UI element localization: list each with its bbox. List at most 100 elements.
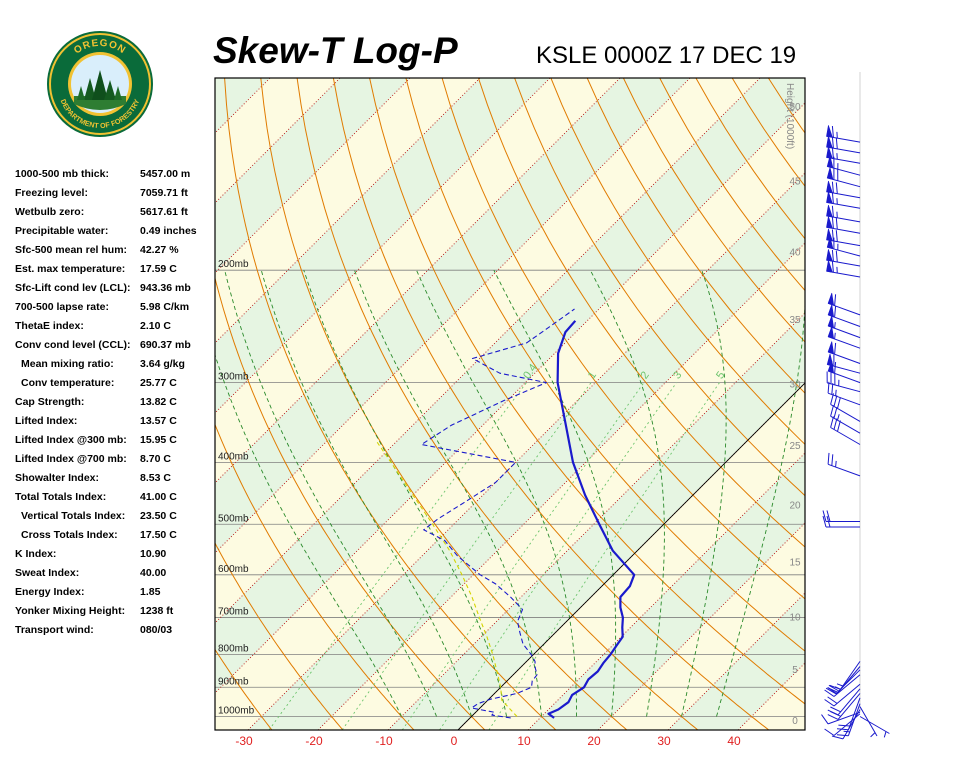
wind-barb: [826, 260, 861, 278]
isotherm-line: [527, 452, 805, 730]
wind-barb-staff: [830, 393, 861, 422]
index-row: Conv temperature: 25.77 C: [15, 377, 215, 396]
dry-adiabat: [514, 78, 805, 497]
x-tick-label: 0: [451, 734, 458, 748]
index-value: 8.70 C: [140, 453, 171, 465]
wind-barb-staff: [826, 371, 861, 393]
pressure-label: 300mb: [218, 372, 249, 383]
dry-adiabat: [622, 78, 805, 343]
wind-barb-pennant: [827, 292, 835, 306]
index-row: Sweat Index: 40.00: [15, 567, 215, 586]
wind-barb-pennant: [827, 360, 835, 374]
height-axis-label: Height (1000ft): [784, 83, 795, 149]
index-row: Cross Totals Index: 17.50 C: [15, 529, 215, 548]
index-row: Lifted Index: 13.57 C: [15, 415, 215, 434]
isotherm-band: [215, 78, 550, 413]
index-value: 2.10 C: [140, 320, 171, 332]
mixing-ratio-label: 3: [671, 369, 684, 381]
height-tick-label: 0: [792, 716, 798, 727]
isotherm-line: [597, 522, 805, 730]
isotherm-line: [215, 78, 691, 554]
index-value: 10.90: [140, 548, 167, 560]
parcel-line: [375, 440, 518, 717]
index-label: Showalter Index:: [15, 472, 100, 484]
pressure-label: 800mb: [218, 644, 249, 655]
pressure-label: 900mb: [218, 676, 249, 687]
wind-barb-staff: [859, 716, 890, 738]
wind-barb: [826, 371, 861, 393]
index-label: 1000-500 mb thick:: [15, 168, 109, 180]
index-label: K Index:: [15, 548, 57, 560]
dewpoint-line: [420, 308, 575, 719]
index-label: Lifted Index @700 mb:: [15, 453, 127, 465]
wind-barb: [826, 353, 861, 374]
wind-barb-staff: [822, 510, 860, 522]
height-tick-label: 20: [789, 501, 801, 512]
index-row: Est. max temperature: 17.59 C: [15, 263, 215, 282]
wind-barb: [826, 249, 861, 267]
index-value: 15.95 C: [140, 434, 177, 446]
index-value: 080/03: [140, 624, 173, 636]
isotherm-line: [317, 242, 805, 730]
index-row: Sfc-Lift cond lev (LCL): 943.36 mb: [15, 282, 215, 301]
index-label: Cross Totals Index:: [21, 529, 118, 541]
wind-barb: [826, 205, 861, 223]
wind-barb-pennant: [826, 260, 833, 273]
index-label: 700-500 lapse rate:: [15, 301, 109, 313]
isotherm-line: [215, 78, 761, 624]
wind-barb: [826, 236, 861, 257]
pressure-label: 400mb: [218, 451, 249, 462]
wind-barb-pennant: [826, 136, 833, 149]
wind-barb-pennant: [826, 180, 833, 194]
wind-barb: [830, 416, 861, 445]
index-row: 1000-500 mb thick: 5457.00 m: [15, 168, 215, 187]
isotherm-band: [215, 78, 805, 693]
index-value: 13.57 C: [140, 415, 177, 427]
isotherm-band: [215, 78, 410, 274]
index-row: Mean mixing ratio: 3.64 g/kg: [15, 358, 215, 377]
index-row: Lifted Index @700 mb: 8.70 C: [15, 453, 215, 472]
moist-adiabat: [589, 269, 665, 717]
wind-barb-staff: [827, 452, 861, 477]
wind-barb: [831, 709, 861, 740]
isotherm-line: [387, 312, 805, 730]
index-row: Yonker Mixing Height: 1238 ft: [15, 605, 215, 624]
isotherm-line: [247, 172, 805, 730]
index-row: K Index: 10.90: [15, 548, 215, 567]
index-value: 690.37 mb: [140, 339, 191, 351]
wind-barb-staff: [830, 416, 861, 445]
wind-barb-pennant: [826, 125, 833, 138]
index-value: 5617.61 ft: [140, 206, 188, 218]
height-tick-label: 40: [789, 247, 801, 258]
index-row: Vertical Totals Index: 23.50 C: [15, 510, 215, 529]
height-tick-label: 45: [789, 177, 801, 188]
wind-barb-pennant: [826, 167, 834, 180]
wind-barb-pennant: [827, 326, 835, 340]
index-row: Lifted Index @300 mb: 15.95 C: [15, 434, 215, 453]
dry-adiabat: [441, 78, 805, 600]
wind-barb-staff: [824, 683, 861, 707]
wind-barb-pennant: [826, 249, 833, 262]
dry-adiabat: [369, 78, 805, 705]
wind-barb: [827, 341, 861, 364]
mixing-ratio-label: 1: [586, 369, 599, 381]
wind-barb-staff: [827, 688, 861, 716]
wind-barb: [826, 136, 861, 154]
index-row: Energy Index: 1.85: [15, 586, 215, 605]
index-label: Energy Index:: [15, 586, 85, 598]
index-label: Freezing level:: [15, 187, 88, 199]
index-value: 1.85: [140, 586, 161, 598]
pressure-label: 200mb: [218, 259, 249, 270]
wind-barb-pennant: [826, 146, 833, 159]
dry-adiabat: [215, 648, 273, 730]
index-value: 1238 ft: [140, 605, 174, 617]
dry-adiabat: [405, 78, 805, 652]
height-tick-label: 35: [789, 315, 801, 326]
x-tick-label: -30: [235, 734, 253, 748]
index-row: Total Totals Index: 41.00 C: [15, 491, 215, 510]
wind-barb-pennant: [826, 191, 833, 204]
pressure-label: 1000mb: [218, 706, 255, 717]
index-label: Lifted Index:: [15, 415, 78, 427]
